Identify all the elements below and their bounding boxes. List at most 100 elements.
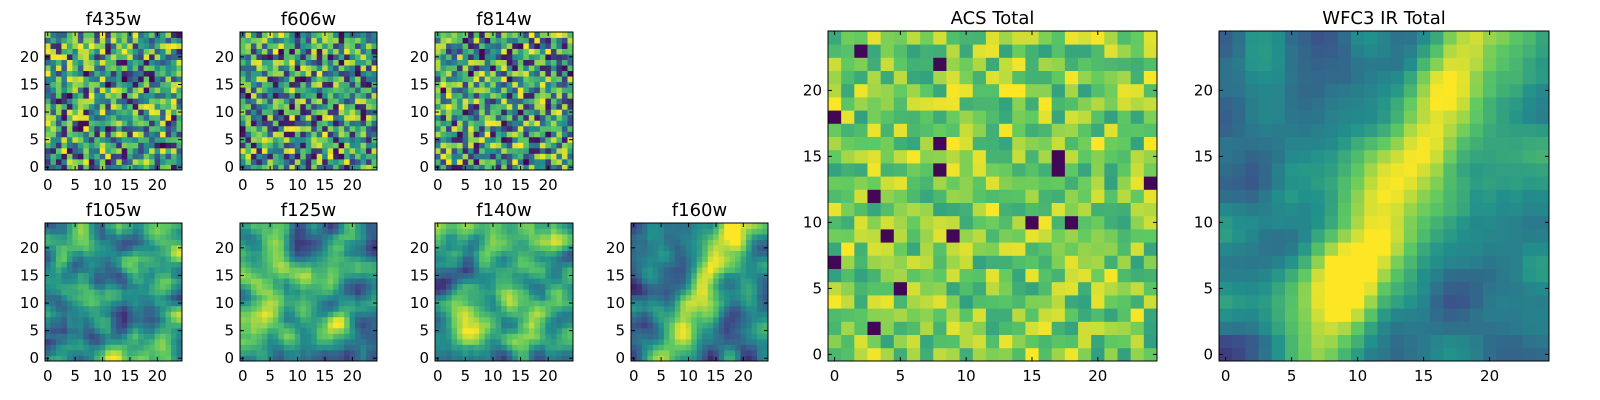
heatmap-cell	[534, 256, 541, 263]
heatmap-cell	[523, 234, 530, 240]
heatmap-cell	[757, 250, 763, 257]
heatmap-cell	[512, 158, 519, 165]
heatmap-cell	[360, 76, 367, 83]
heatmap-cell	[132, 327, 139, 334]
heatmap-cell	[1091, 229, 1105, 243]
heatmap-cell	[545, 322, 552, 329]
heatmap-cell	[176, 239, 183, 246]
heatmap-cell	[366, 136, 372, 143]
heatmap-cell	[484, 256, 491, 263]
heatmap-cell	[77, 70, 84, 77]
heatmap-cell	[539, 294, 546, 301]
heatmap-cell	[72, 333, 79, 340]
heatmap-cell	[99, 234, 106, 240]
heatmap-cell	[333, 43, 340, 49]
heatmap-cell	[256, 32, 263, 38]
heatmap-cell	[1038, 281, 1053, 296]
heatmap-cell	[556, 294, 563, 301]
heatmap-cell	[517, 153, 524, 160]
heatmap-cell	[446, 164, 452, 171]
heatmap-cell	[473, 70, 480, 77]
heatmap-cell	[77, 109, 84, 116]
heatmap-cell	[149, 355, 155, 362]
heatmap-cell	[371, 37, 378, 44]
heatmap-cell	[116, 103, 123, 110]
heatmap-cell	[289, 114, 296, 121]
heatmap-cell	[278, 294, 285, 301]
heatmap-cell	[311, 223, 318, 229]
heatmap-cell	[556, 120, 563, 127]
heatmap-cell	[523, 114, 530, 121]
heatmap-cell	[366, 103, 372, 110]
heatmap-cell	[556, 278, 563, 285]
heatmap-cell	[240, 158, 246, 165]
heatmap-cell	[55, 109, 62, 116]
heatmap-cell	[99, 125, 106, 132]
heatmap-cell	[294, 136, 301, 143]
heatmap-cell	[127, 37, 134, 44]
heatmap-cell	[636, 267, 643, 274]
heatmap-cell	[959, 189, 974, 203]
heatmap-cell	[550, 70, 557, 77]
heatmap-cell	[50, 239, 57, 246]
heatmap-cell	[641, 245, 648, 251]
heatmap-cell	[523, 70, 530, 77]
heatmap-cell	[267, 153, 274, 160]
heatmap-cell	[256, 344, 263, 351]
heatmap-cell	[946, 321, 960, 335]
heatmap-cell	[88, 92, 95, 99]
heatmap-cell	[740, 283, 747, 290]
heatmap-cell	[333, 327, 340, 334]
heatmap-cell	[261, 250, 268, 257]
heatmap-cell	[567, 142, 574, 149]
x-tick-label: 10	[288, 176, 307, 194]
heatmap-cell	[149, 333, 155, 340]
heatmap-cell	[171, 245, 177, 251]
heatmap-cell	[99, 338, 106, 345]
heatmap-cell	[512, 234, 519, 240]
heatmap-cell	[1104, 321, 1118, 335]
heatmap-cell	[311, 245, 318, 251]
heatmap-cell	[305, 43, 312, 49]
heatmap-cell	[841, 334, 855, 349]
heatmap-cell	[545, 305, 552, 312]
heatmap-cell	[50, 272, 57, 279]
heatmap-cell	[272, 32, 279, 38]
heatmap-cell	[893, 321, 908, 335]
heatmap-cell	[636, 300, 643, 307]
heatmap-cell	[371, 228, 378, 235]
heatmap-cell	[77, 355, 84, 362]
heatmap-cell	[305, 349, 312, 356]
heatmap-cell	[355, 355, 361, 362]
heatmap-cell	[272, 114, 279, 121]
heatmap-cell	[495, 278, 502, 285]
heatmap-cell	[641, 223, 648, 229]
heatmap-cell	[495, 311, 502, 318]
heatmap-cell	[316, 256, 323, 263]
heatmap-cell	[267, 76, 274, 83]
heatmap-cell	[349, 327, 356, 334]
heatmap-cell	[360, 81, 367, 88]
heatmap-cell	[658, 344, 665, 351]
heatmap-cell	[534, 65, 541, 72]
heatmap-cell	[920, 229, 934, 243]
heatmap-cell	[344, 120, 350, 127]
heatmap-cell	[512, 239, 519, 246]
heatmap-cell	[451, 239, 458, 246]
heatmap-cell	[165, 250, 172, 257]
heatmap-cell	[490, 59, 497, 66]
heatmap-cell	[371, 338, 378, 345]
heatmap-cell	[713, 322, 720, 329]
heatmap-cell	[506, 239, 513, 246]
heatmap-cell	[506, 164, 513, 171]
heatmap-cell	[740, 300, 747, 307]
heatmap-cell	[116, 316, 123, 323]
heatmap-cell	[61, 54, 68, 60]
heatmap-cell	[360, 256, 367, 263]
heatmap-cell	[316, 136, 323, 143]
heatmap-cell	[713, 256, 720, 263]
heatmap-cell	[132, 338, 139, 345]
heatmap-cell	[933, 268, 947, 283]
heatmap-cell	[110, 164, 117, 171]
heatmap-cell	[479, 114, 486, 121]
